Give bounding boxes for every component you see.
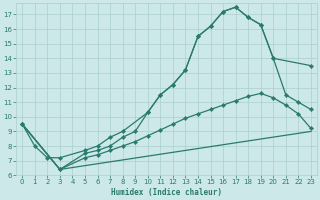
X-axis label: Humidex (Indice chaleur): Humidex (Indice chaleur) (111, 188, 222, 197)
